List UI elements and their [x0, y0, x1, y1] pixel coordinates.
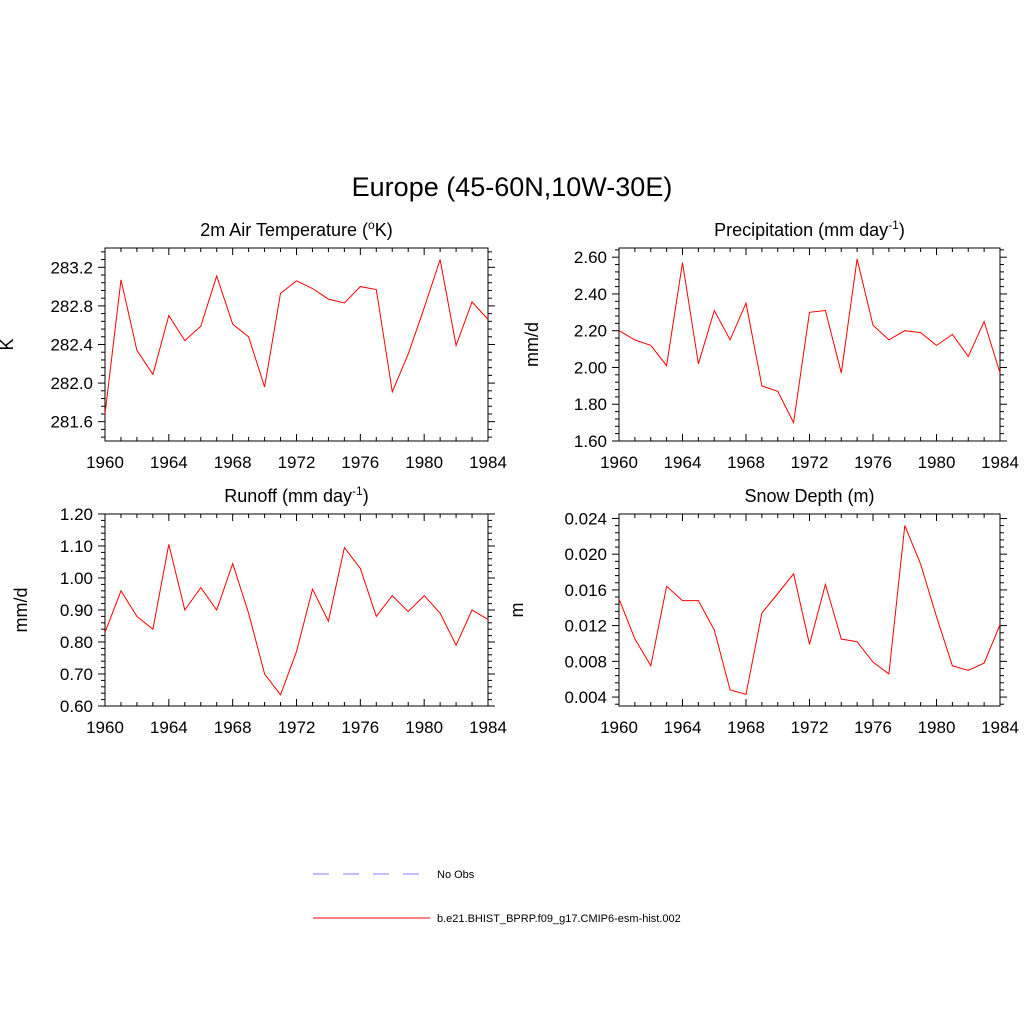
plot-frame [104, 247, 489, 442]
legend-model-label: b.e21.BHIST_BPRP.f09_g17.CMIP6-esm-hist.… [437, 913, 681, 925]
y-tick-label: 2.20 [574, 322, 607, 341]
y-tick-label: 281.6 [50, 413, 93, 432]
x-tick-label: 1960 [86, 453, 124, 472]
y-tick-label: 0.008 [564, 652, 607, 671]
chart-panel-2: Precipitation (mm day-1) mm/d 1960 1964 1968… [522, 218, 1019, 472]
series-line [104, 544, 489, 696]
x-tick-label: 1984 [981, 453, 1019, 472]
x-tick-label: 1964 [150, 718, 188, 737]
y-tick-label: 1.20 [60, 505, 93, 524]
x-tick-label: 1972 [791, 453, 829, 472]
y-tick-label: 1.60 [574, 432, 607, 451]
panel-title-main: 2m Air Temperature ( [200, 220, 368, 240]
chart-panel-4: Snow Depth (m) m 1960 1964 1968 1972 1976 1980 1… [507, 486, 1019, 737]
x-tick-label: 1976 [341, 718, 379, 737]
y-tick-label: 0.80 [60, 633, 93, 652]
legend-obs-label: No Obs [437, 869, 475, 881]
x-tick-label: 1960 [600, 453, 638, 472]
panels: 2m Air Temperature (oK) K 1960 1964 1968 1972… [0, 218, 1019, 737]
x-tick-label: 1980 [405, 718, 443, 737]
x-tick-label: 1968 [727, 453, 765, 472]
y-tick-label: 0.004 [564, 688, 607, 707]
series-line [618, 258, 1001, 425]
x-tick-label: 1980 [405, 453, 443, 472]
figure-title: Europe (45-60N,10W-30E) [352, 172, 673, 202]
plot-frame [618, 513, 1001, 707]
panel-title-suffix: ) [899, 220, 905, 240]
y-tick-label: 1.00 [60, 569, 93, 588]
x-tick-label: 1964 [664, 453, 702, 472]
y-tick-label: 0.60 [60, 697, 93, 716]
y-tick-label: 1.80 [574, 395, 607, 414]
x-tick-label: 1984 [469, 453, 507, 472]
panel-title: Precipitation (mm day-1) [714, 218, 905, 240]
panel-title: Runoff (mm day-1) [224, 484, 368, 506]
panel-title-main: Snow Depth (m) [744, 486, 874, 506]
series-line [618, 525, 1001, 696]
x-tick-label: 1976 [854, 718, 892, 737]
y-tick-label: 2.00 [574, 358, 607, 377]
x-tick-label: 1972 [791, 718, 829, 737]
y-tick-label: 0.020 [564, 545, 607, 564]
panel-title-suffix: K) [375, 220, 393, 240]
y-tick-label: 1.10 [60, 537, 93, 556]
y-axis-label: mm/d [522, 322, 542, 367]
y-tick-label: 0.024 [564, 509, 607, 528]
x-tick-label: 1968 [214, 718, 252, 737]
x-tick-label: 1968 [727, 718, 765, 737]
x-tick-label: 1964 [664, 718, 702, 737]
y-tick-label: 0.90 [60, 601, 93, 620]
y-axis-label: mm/d [11, 588, 31, 633]
x-tick-label: 1976 [341, 453, 379, 472]
y-tick-label: 0.70 [60, 665, 93, 684]
plot-frame [104, 513, 489, 707]
panel-title-superscript: -1 [888, 218, 899, 232]
y-tick-label: 283.2 [50, 258, 93, 277]
x-tick-label: 1960 [86, 718, 124, 737]
panel-title-main: Precipitation (mm day [714, 220, 888, 240]
panel-title: 2m Air Temperature (oK) [200, 218, 392, 240]
panel-title: Snow Depth (m) [744, 486, 874, 506]
x-tick-label: 1968 [214, 453, 252, 472]
y-tick-label: 282.8 [50, 297, 93, 316]
y-tick-label: 282.0 [50, 374, 93, 393]
panel-title-main: Runoff (mm day [224, 486, 352, 506]
x-tick-label: 1984 [469, 718, 507, 737]
y-tick-label: 2.60 [574, 248, 607, 267]
x-tick-label: 1980 [918, 453, 956, 472]
x-tick-label: 1972 [278, 453, 316, 472]
plot-frame [618, 247, 1001, 442]
x-tick-label: 1960 [600, 718, 638, 737]
panel-title-superscript: o [368, 218, 375, 232]
series-line [104, 259, 489, 415]
panel-title-superscript: -1 [352, 484, 363, 498]
legend: No Obs b.e21.BHIST_BPRP.f09_g17.CMIP6-es… [313, 869, 681, 925]
panel-title-suffix: ) [363, 486, 369, 506]
y-tick-label: 0.012 [564, 617, 607, 636]
y-axis-label: m [507, 603, 527, 618]
x-tick-label: 1972 [278, 718, 316, 737]
y-tick-label: 2.40 [574, 285, 607, 304]
x-tick-label: 1980 [918, 718, 956, 737]
y-tick-label: 0.016 [564, 581, 607, 600]
x-tick-label: 1964 [150, 453, 188, 472]
y-axis-label: K [0, 338, 17, 350]
y-tick-label: 282.4 [50, 336, 93, 355]
chart-panel-3: Runoff (mm day-1) mm/d 1960 1964 1968 1972 197… [11, 484, 507, 737]
x-tick-label: 1984 [981, 718, 1019, 737]
chart-panel-1: 2m Air Temperature (oK) K 1960 1964 1968 1972… [0, 218, 507, 472]
x-tick-label: 1976 [854, 453, 892, 472]
